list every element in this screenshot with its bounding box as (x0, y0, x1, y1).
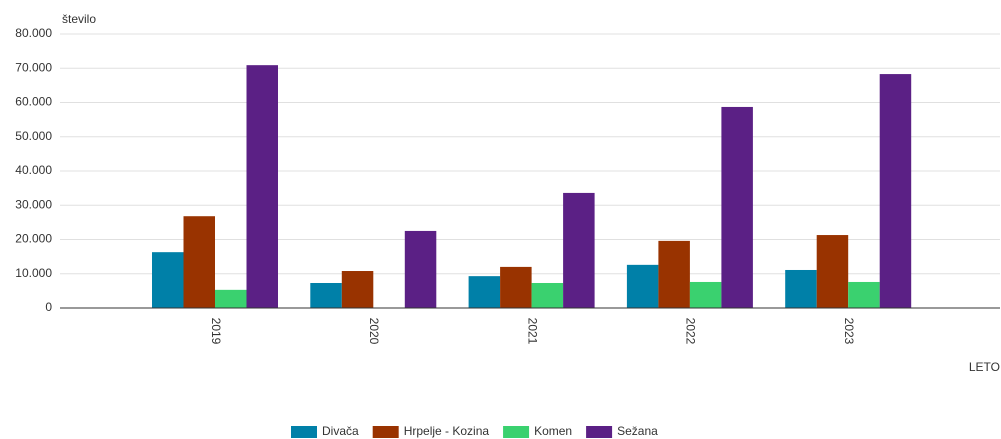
bar (721, 106, 753, 308)
x-tick-label: 2019 (209, 318, 223, 345)
bar (626, 264, 659, 308)
bar (500, 266, 532, 308)
legend-swatch (291, 426, 317, 438)
legend-swatch (372, 426, 399, 438)
bar (152, 252, 184, 308)
y-tick-label: 0 (45, 300, 52, 314)
legend-label: Divača (322, 424, 359, 438)
legend-swatch (586, 426, 613, 438)
bar (563, 192, 595, 308)
bar (341, 271, 374, 308)
bar (468, 276, 501, 308)
bar (215, 289, 247, 308)
bar (404, 230, 437, 308)
x-tick-label: 2023 (842, 318, 856, 345)
bar (785, 269, 817, 308)
bar (816, 235, 849, 308)
bar (531, 282, 564, 308)
bar (848, 281, 880, 308)
legend-label: Hrpelje - Kozina (404, 424, 490, 438)
bar (689, 281, 722, 308)
y-tick-label: 20.000 (15, 232, 52, 246)
y-tick-label: 30.000 (15, 197, 52, 211)
bar (183, 216, 215, 308)
y-tick-label: 50.000 (15, 129, 52, 143)
y-axis-label: število (62, 12, 96, 26)
y-tick-label: 80.000 (15, 26, 52, 40)
y-tick-label: 60.000 (15, 95, 52, 109)
x-tick-label: 2021 (525, 318, 539, 345)
x-tick-label: 2020 (367, 318, 381, 345)
legend-label: Komen (534, 424, 572, 438)
legend-swatch (503, 426, 530, 438)
y-tick-label: 70.000 (15, 60, 52, 74)
y-tick-label: 40.000 (15, 163, 52, 177)
bar (879, 74, 912, 308)
bar (658, 240, 690, 308)
bar (310, 282, 342, 308)
y-tick-label: 10.000 (15, 266, 52, 280)
bar (246, 65, 278, 308)
x-tick-label: 2022 (684, 318, 698, 345)
legend-label: Sežana (617, 424, 658, 438)
x-axis-label: LETO (969, 360, 1000, 374)
